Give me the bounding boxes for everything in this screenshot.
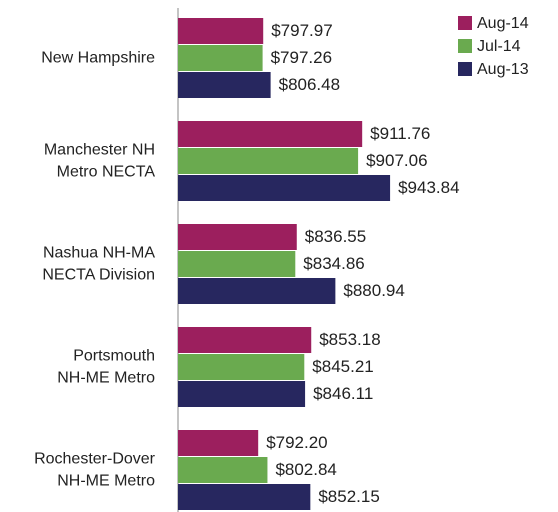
category-label: Manchester NH — [44, 142, 155, 159]
legend-label: Aug-13 — [477, 61, 529, 78]
value-label: $907.06 — [366, 151, 427, 170]
category-label: Rochester-Dover — [34, 451, 156, 468]
category-label: New Hampshire — [41, 50, 155, 67]
value-label: $836.55 — [305, 227, 366, 246]
value-label: $880.94 — [343, 281, 404, 300]
category-label: Nashua NH-MA — [43, 245, 155, 262]
category-label: NECTA Division — [42, 267, 155, 284]
bar — [178, 354, 305, 380]
category-label: Portsmouth — [73, 348, 155, 365]
bar — [178, 278, 336, 304]
bar — [178, 327, 312, 353]
value-label: $853.18 — [319, 330, 380, 349]
bar — [178, 457, 268, 483]
bar — [178, 430, 259, 456]
bar — [178, 175, 391, 201]
value-label: $802.84 — [275, 460, 336, 479]
bar — [178, 251, 296, 277]
legend-swatch — [458, 62, 472, 76]
category-label: NH-ME Metro — [57, 473, 155, 490]
bar — [178, 121, 363, 147]
value-label: $792.20 — [266, 433, 327, 452]
value-label: $806.48 — [279, 75, 340, 94]
category-label: NH-ME Metro — [57, 370, 155, 387]
category-label: Metro NECTA — [57, 164, 156, 181]
value-label: $834.86 — [303, 254, 364, 273]
value-label: $797.97 — [271, 21, 332, 40]
bar — [178, 224, 297, 250]
bar — [178, 18, 264, 44]
legend-label: Jul-14 — [477, 38, 521, 55]
legend-swatch — [458, 39, 472, 53]
value-label: $845.21 — [312, 357, 373, 376]
bar — [178, 148, 359, 174]
legend-label: Aug-14 — [477, 15, 529, 32]
value-label: $943.84 — [398, 178, 459, 197]
bar — [178, 484, 311, 510]
value-label: $846.11 — [313, 384, 373, 403]
bar — [178, 381, 306, 407]
legend-swatch — [458, 16, 472, 30]
bar — [178, 45, 263, 71]
value-label: $911.76 — [370, 124, 430, 143]
bar — [178, 72, 271, 98]
value-label: $852.15 — [318, 487, 379, 506]
value-label: $797.26 — [271, 48, 332, 67]
